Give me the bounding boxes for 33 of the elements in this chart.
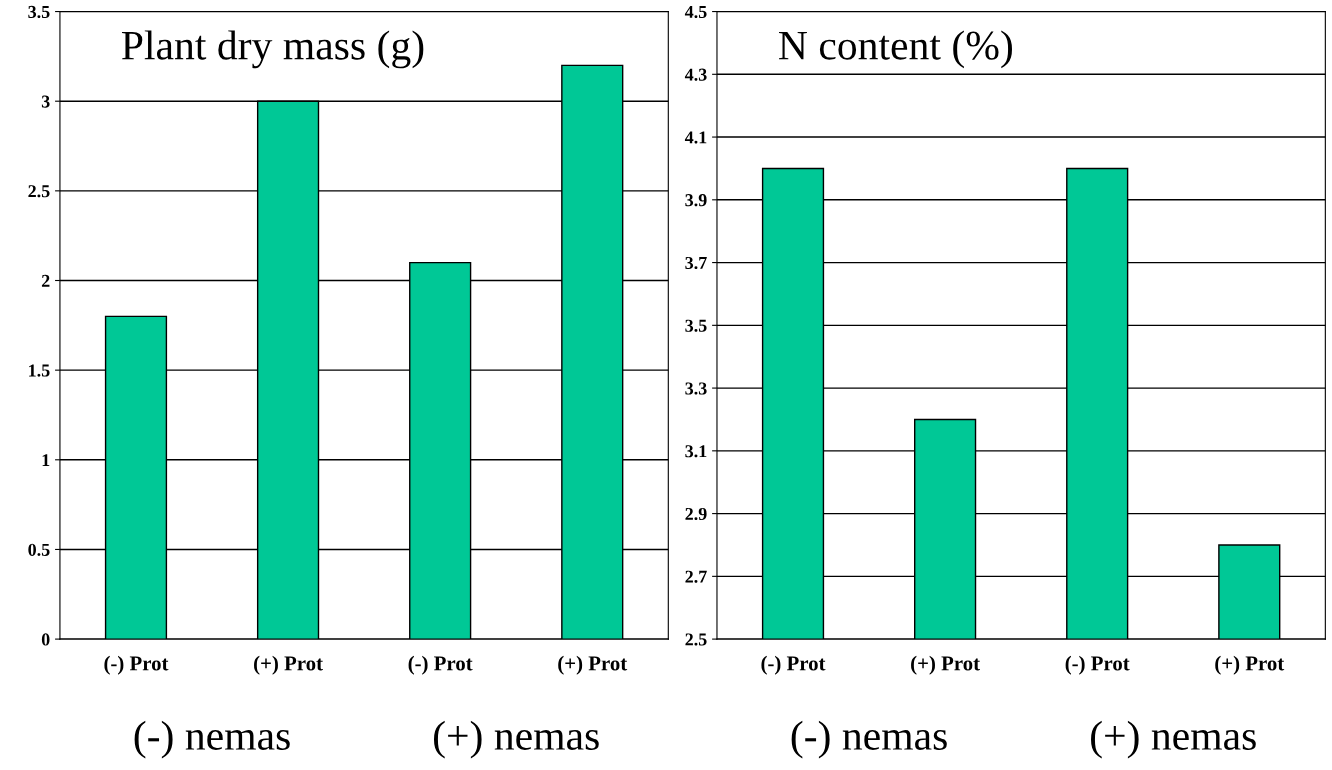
- text: (-) nemas: [134, 720, 290, 759]
- y-tick-label: 3.7: [685, 256, 707, 270]
- y-tick-label: 3.1: [685, 445, 707, 458]
- x-tick-label: (+) Prot: [254, 655, 323, 675]
- y-tick-label: 1.5: [29, 364, 50, 377]
- x-tick-label: (-) Prot: [408, 655, 473, 675]
- y-tick-label: 4.5: [684, 5, 707, 19]
- y-tick-label: 3.5: [28, 5, 50, 19]
- y-tick-label: 3.3: [685, 382, 707, 395]
- x-tick-label: (+) Prot: [1215, 655, 1285, 675]
- x-tick-label: (+) Prot: [911, 655, 980, 675]
- y-tick-label: 3.9: [685, 194, 707, 207]
- y-tick-label: 0.5: [28, 543, 50, 556]
- text: (-) nemas: [791, 720, 947, 759]
- y-tick-label: 2.7: [685, 570, 707, 583]
- text: (+) nemas: [433, 720, 599, 759]
- y-tick-label: 2.5: [685, 633, 707, 646]
- x-tick-label: (-) Prot: [1065, 655, 1130, 675]
- x-tick-label: (-) Prot: [761, 655, 826, 675]
- chart-title: N content (%): [779, 30, 1012, 69]
- x-tick-label: (-) Prot: [104, 655, 169, 675]
- y-tick-label: 3: [41, 95, 50, 108]
- y-tick-label: 1: [42, 454, 50, 467]
- y-tick-label: 2.5: [28, 185, 50, 198]
- text: (+) nemas: [1091, 720, 1256, 759]
- y-tick-label: 2: [41, 274, 50, 287]
- y-tick-label: 4.1: [684, 131, 707, 144]
- y-tick-label: 2.9: [685, 507, 707, 521]
- x-tick-label: (+) Prot: [558, 655, 628, 675]
- y-tick-label: 3.5: [685, 319, 707, 332]
- y-tick-label: 4.3: [684, 68, 707, 81]
- chart-title: Plant dry mass (g): [121, 30, 424, 69]
- y-tick-label: 0: [41, 633, 50, 646]
